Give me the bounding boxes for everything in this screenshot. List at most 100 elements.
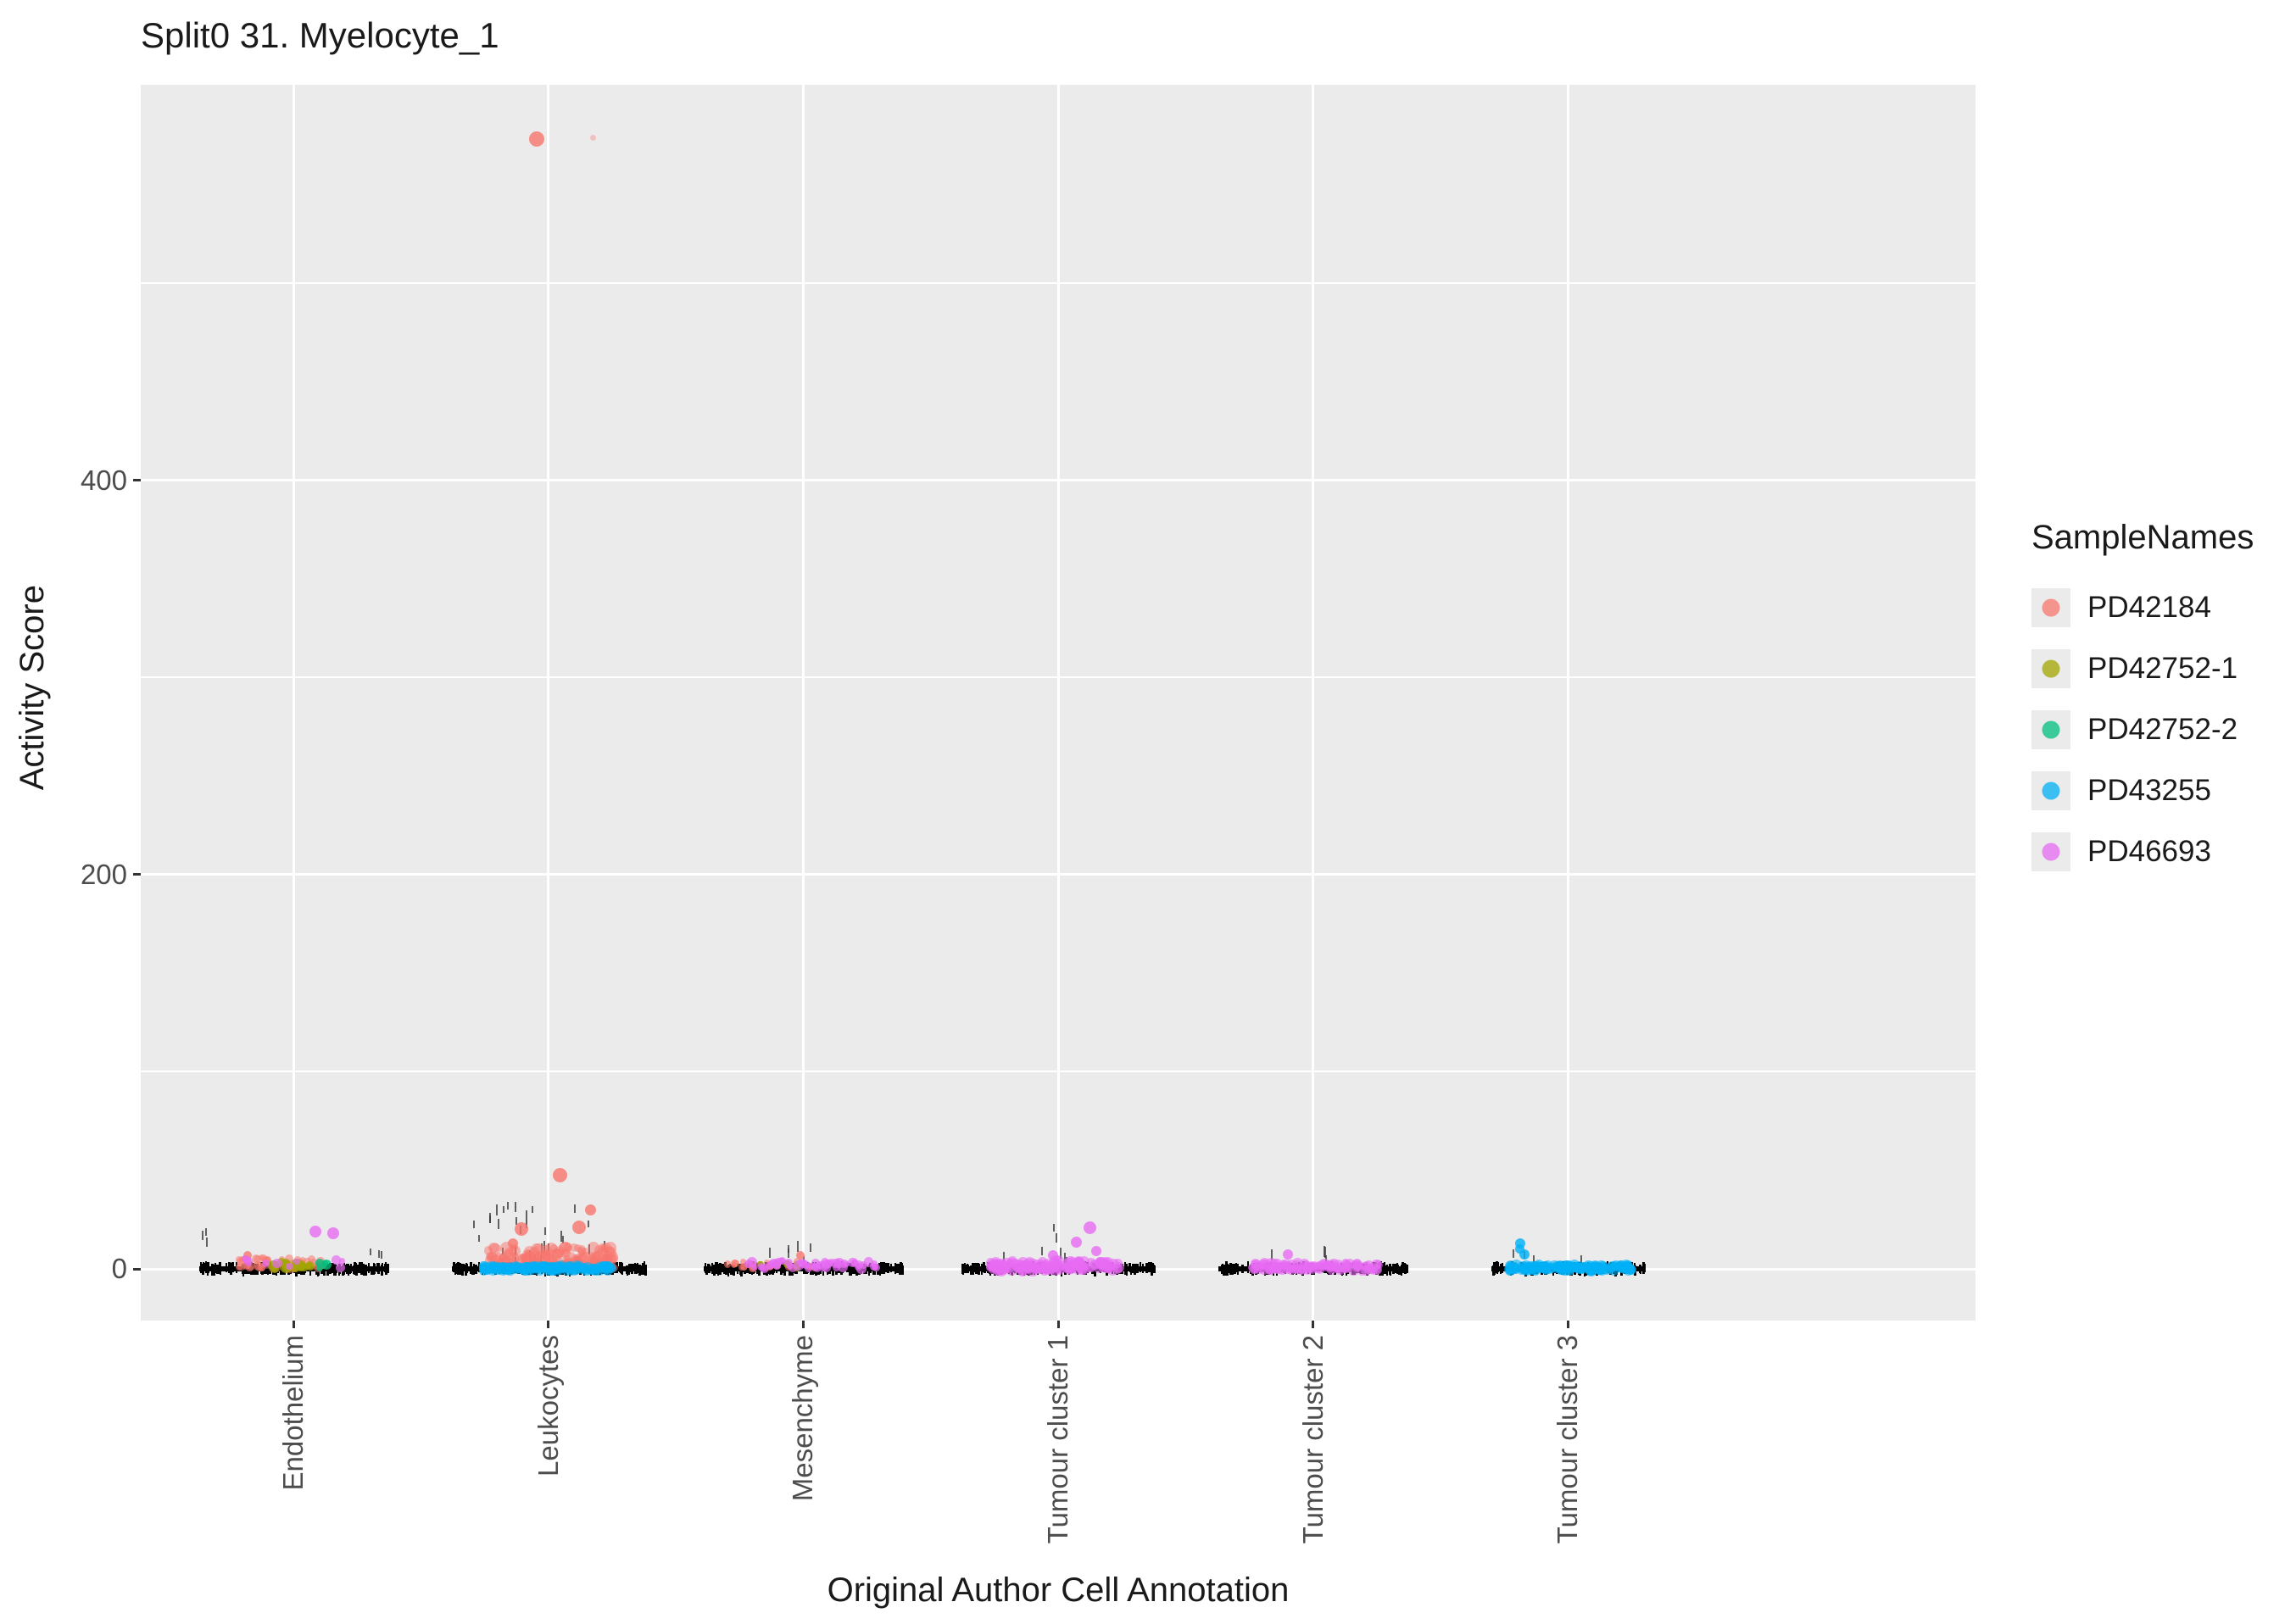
zero-rug-tick	[211, 1264, 214, 1276]
data-point-PD43255	[607, 1264, 616, 1274]
zero-rug-tick	[867, 1265, 871, 1275]
whisker-tick	[560, 1230, 562, 1242]
zero-rug-tick	[265, 1265, 267, 1275]
x-axis-tick	[547, 1321, 550, 1328]
data-point-PD46693	[788, 1264, 797, 1273]
whisker-tick	[380, 1251, 382, 1259]
data-point-PD42184	[739, 1262, 749, 1271]
zero-rug-tick	[725, 1265, 728, 1275]
data-point-PD46693	[1056, 1260, 1067, 1271]
whisker-tick	[1040, 1247, 1043, 1256]
data-point-PD46693	[1007, 1256, 1017, 1267]
data-point-PD42184	[590, 134, 597, 141]
zero-rug-tick	[1396, 1265, 1399, 1274]
gridline-major-x	[292, 85, 295, 1321]
zero-rug-tick	[1382, 1265, 1385, 1274]
zero-rug-tick	[618, 1262, 621, 1273]
zero-rug-tick	[204, 1261, 208, 1273]
data-point-PD46693	[1314, 1261, 1324, 1271]
data-point-PD43255	[1559, 1265, 1570, 1276]
zero-rug-tick	[455, 1263, 459, 1271]
data-point-PD46693	[765, 1260, 774, 1271]
zero-rug-tick	[746, 1264, 750, 1273]
data-point-PD46693	[800, 1260, 811, 1270]
data-point-PD46693	[863, 1257, 874, 1267]
data-point-PD46693	[1087, 1264, 1096, 1273]
zero-rug-tick	[1226, 1264, 1229, 1275]
data-point-PD46693	[285, 1262, 293, 1271]
data-point-PD46693	[1258, 1265, 1268, 1276]
data-point-PD46693	[1290, 1264, 1300, 1273]
data-point-PD42184	[515, 1222, 529, 1237]
data-point-PD43255	[494, 1264, 504, 1273]
legend-dot	[2042, 598, 2060, 617]
data-point-PD46693	[1091, 1246, 1102, 1257]
data-point-PD42184	[552, 1168, 567, 1183]
data-point-PD43255	[1535, 1262, 1546, 1273]
whisker-tick	[1323, 1246, 1325, 1257]
zero-rug-tick	[1234, 1264, 1236, 1274]
legend-label: PD46693	[2087, 835, 2211, 868]
gridline-major-x	[1312, 85, 1315, 1321]
zero-rug-tick	[1221, 1264, 1224, 1272]
data-point-PD42184	[569, 1243, 578, 1252]
data-point-PD43255	[1505, 1264, 1516, 1275]
x-tick-label: Tumour cluster 1	[1042, 1335, 1073, 1544]
zero-rug-tick	[365, 1265, 367, 1276]
zero-rug-tick	[387, 1263, 389, 1272]
data-point-PD42184	[796, 1250, 805, 1260]
zero-rug-tick	[453, 1261, 455, 1273]
data-point-PD43255	[1619, 1264, 1630, 1274]
zero-rug-tick	[1234, 1263, 1238, 1273]
whisker-tick	[787, 1248, 789, 1258]
data-point-PD42184	[521, 1255, 528, 1263]
data-point-PD43255	[1524, 1261, 1535, 1271]
data-point-PD46693	[816, 1260, 824, 1270]
zero-rug-tick	[215, 1264, 218, 1273]
zero-rug-tick	[984, 1265, 986, 1274]
zero-rug-tick	[1150, 1264, 1152, 1275]
zero-rug-tick	[964, 1264, 967, 1273]
data-point-PD46693	[1340, 1259, 1351, 1268]
whisker-tick	[515, 1216, 518, 1225]
zero-rug-tick	[963, 1262, 967, 1273]
data-point-PD43255	[513, 1265, 522, 1274]
zero-rug-tick	[1389, 1265, 1392, 1276]
data-point-PD42184	[486, 1252, 498, 1264]
data-point-PD42184	[508, 1252, 520, 1264]
plot-panel	[141, 85, 1976, 1321]
zero-rug-tick	[1229, 1263, 1232, 1275]
data-point-PD46693	[838, 1261, 849, 1272]
data-point-PD42184	[576, 1254, 586, 1265]
zero-rug-tick	[972, 1263, 974, 1275]
data-point-PD42184	[542, 1249, 551, 1257]
data-point-PD42184	[489, 1243, 501, 1255]
data-point-PD46693	[827, 1258, 835, 1266]
data-point-PD42752-2	[321, 1260, 332, 1271]
whisker-tick	[473, 1220, 476, 1228]
zero-rug-tick	[377, 1262, 380, 1273]
data-point-PD43255	[1597, 1260, 1608, 1271]
zero-rug-tick	[326, 1265, 329, 1276]
whisker-tick	[378, 1249, 381, 1259]
legend-title: SampleNames	[2031, 519, 2254, 556]
data-point-PD46693	[1357, 1265, 1368, 1276]
data-point-PD46693	[834, 1259, 842, 1267]
zero-rug-tick	[717, 1264, 721, 1275]
data-point-PD46693	[871, 1260, 878, 1267]
data-point-PD46693	[1072, 1260, 1082, 1271]
zero-rug-tick	[722, 1263, 726, 1275]
data-point-PD46693	[1047, 1249, 1058, 1260]
data-point-PD46693	[850, 1259, 859, 1267]
zero-rug-tick	[376, 1263, 379, 1272]
data-point-PD42184	[600, 1242, 611, 1253]
legend-key	[2031, 649, 2070, 688]
data-point-PD46693	[995, 1265, 1005, 1274]
data-point-PD46693	[1260, 1260, 1271, 1270]
data-point-PD42184	[259, 1265, 265, 1271]
zero-rug-tick	[780, 1265, 783, 1276]
zero-rug-tick	[1241, 1265, 1245, 1274]
zero-rug-tick	[1139, 1262, 1142, 1273]
data-point-PD46693	[987, 1259, 999, 1271]
x-axis-title: Original Author Cell Annotation	[827, 1571, 1290, 1609]
